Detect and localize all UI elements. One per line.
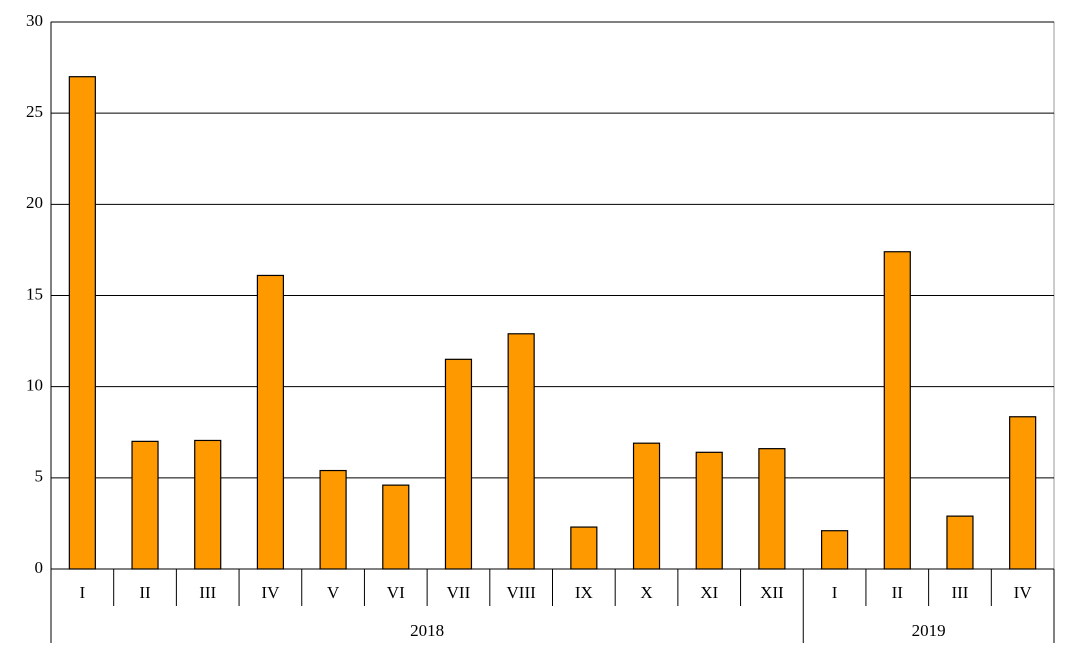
y-tick-label: 15 bbox=[26, 284, 43, 303]
bar bbox=[444, 358, 473, 570]
y-tick-label: 30 bbox=[26, 11, 43, 30]
x-tick-label: II bbox=[892, 583, 904, 602]
bar bbox=[256, 274, 285, 570]
bar bbox=[570, 526, 598, 570]
bar bbox=[68, 76, 96, 570]
bar bbox=[382, 484, 410, 570]
x-tick-label: IV bbox=[261, 583, 280, 602]
x-tick-label: III bbox=[951, 583, 968, 602]
bar bbox=[695, 451, 723, 570]
y-tick-label: 5 bbox=[35, 467, 44, 486]
y-tick-label: 25 bbox=[26, 102, 43, 121]
x-tick-label: X bbox=[640, 583, 652, 602]
bar bbox=[820, 530, 849, 570]
group-label: 2018 bbox=[410, 621, 444, 640]
x-tick-label: IX bbox=[575, 583, 593, 602]
x-tick-label: XI bbox=[700, 583, 718, 602]
x-tick-label: IV bbox=[1014, 583, 1033, 602]
bar bbox=[319, 469, 347, 570]
x-tick-label: V bbox=[327, 583, 340, 602]
x-tick-label: VII bbox=[447, 583, 471, 602]
x-tick-label: VIII bbox=[507, 583, 537, 602]
bar bbox=[946, 515, 974, 570]
bar bbox=[1009, 416, 1037, 570]
x-tick-label: I bbox=[80, 583, 86, 602]
bar bbox=[883, 251, 911, 570]
x-tick-label: XII bbox=[760, 583, 784, 602]
y-tick-label: 0 bbox=[35, 558, 44, 577]
x-tick-label: VI bbox=[387, 583, 405, 602]
x-tick-label: III bbox=[199, 583, 216, 602]
bar bbox=[632, 442, 661, 570]
x-tick-label: I bbox=[832, 583, 838, 602]
bar bbox=[507, 333, 535, 570]
bar bbox=[131, 440, 159, 570]
y-tick-label: 20 bbox=[26, 193, 43, 212]
group-label: 2019 bbox=[912, 621, 946, 640]
bar bbox=[194, 439, 222, 570]
y-tick-label: 10 bbox=[26, 376, 43, 395]
bar bbox=[758, 448, 786, 570]
x-tick-label: II bbox=[139, 583, 151, 602]
